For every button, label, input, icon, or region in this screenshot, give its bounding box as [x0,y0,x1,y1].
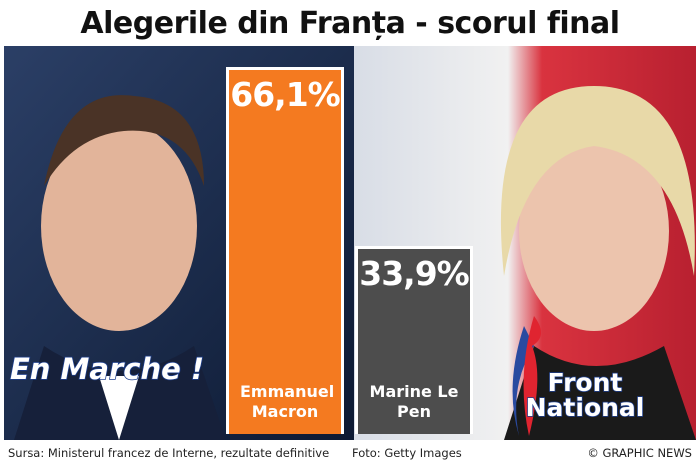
value-label: 66,1% [230,75,341,115]
chart-title: Alegerile din Franța - scorul final [80,6,620,41]
bar [226,67,344,434]
category-label: Emmanuel Macron [240,382,335,421]
category-label: Marine Le Pen [369,382,459,421]
bar [355,245,473,434]
photo-credit: Foto: Getty Images [352,446,462,460]
value-label: 33,9% [359,253,470,293]
footer: Sursa: Ministerul francez de Interne, re… [0,440,700,466]
party-label: En Marche ! [9,351,205,387]
source-note: Sursa: Ministerul francez de Interne, re… [8,446,330,460]
party-label: Front National [525,368,645,422]
copyright: © GRAPHIC NEWS [587,446,692,460]
